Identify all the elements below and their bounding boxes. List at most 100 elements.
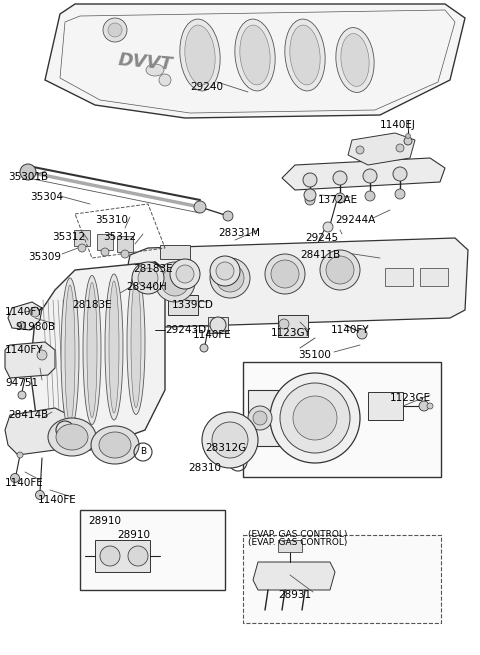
Bar — [278, 315, 308, 337]
Text: B: B — [140, 447, 146, 457]
Bar — [385, 268, 413, 286]
Ellipse shape — [180, 19, 220, 91]
Circle shape — [271, 260, 299, 288]
Text: 28910: 28910 — [88, 516, 121, 526]
Circle shape — [395, 189, 405, 199]
Circle shape — [323, 222, 333, 232]
Text: B: B — [62, 426, 68, 434]
Text: 35310: 35310 — [95, 215, 128, 225]
Ellipse shape — [185, 25, 215, 85]
Circle shape — [128, 546, 148, 566]
Circle shape — [159, 74, 171, 86]
Text: 28310: 28310 — [188, 463, 221, 473]
Text: 1372AE: 1372AE — [318, 195, 358, 205]
Circle shape — [121, 250, 129, 258]
Ellipse shape — [61, 278, 79, 430]
Text: 35100: 35100 — [298, 350, 331, 360]
Circle shape — [365, 191, 375, 201]
Circle shape — [108, 23, 122, 37]
Text: 1140FE: 1140FE — [38, 495, 77, 505]
Circle shape — [320, 250, 360, 290]
Text: 1123GE: 1123GE — [390, 393, 431, 403]
Ellipse shape — [91, 426, 139, 464]
Circle shape — [18, 391, 26, 399]
Ellipse shape — [290, 25, 320, 85]
Ellipse shape — [87, 282, 97, 417]
Circle shape — [202, 412, 258, 468]
Circle shape — [103, 18, 127, 42]
Circle shape — [404, 137, 412, 145]
Circle shape — [419, 401, 429, 411]
Polygon shape — [5, 408, 78, 455]
Text: DVVT: DVVT — [117, 50, 173, 73]
Circle shape — [265, 254, 305, 294]
Bar — [160, 245, 190, 259]
Circle shape — [19, 322, 25, 329]
Bar — [208, 317, 228, 333]
Circle shape — [11, 474, 20, 483]
Text: 28411B: 28411B — [300, 250, 340, 260]
Text: 35301B: 35301B — [8, 172, 48, 182]
Bar — [97, 234, 113, 250]
Circle shape — [212, 422, 248, 458]
Text: 28331M: 28331M — [218, 228, 260, 238]
Text: 1339CD: 1339CD — [172, 300, 214, 310]
Circle shape — [427, 403, 433, 409]
Text: 91980B: 91980B — [15, 322, 55, 332]
Circle shape — [138, 268, 158, 288]
Circle shape — [253, 411, 267, 425]
Text: 29244A: 29244A — [335, 215, 375, 225]
Circle shape — [216, 264, 244, 292]
Circle shape — [293, 396, 337, 440]
Circle shape — [270, 373, 360, 463]
Polygon shape — [282, 158, 445, 190]
Polygon shape — [45, 4, 465, 118]
Bar — [368, 392, 403, 420]
Circle shape — [37, 350, 47, 360]
Ellipse shape — [341, 33, 369, 86]
Text: 1140EJ: 1140EJ — [380, 120, 416, 130]
Circle shape — [326, 256, 354, 284]
Circle shape — [363, 169, 377, 183]
Text: 1123GY: 1123GY — [271, 328, 312, 338]
Circle shape — [303, 173, 317, 187]
Circle shape — [30, 307, 40, 317]
Text: 28312G: 28312G — [205, 443, 246, 453]
Text: 35304: 35304 — [30, 192, 63, 202]
Bar — [95, 540, 150, 572]
Text: 1140FY: 1140FY — [5, 307, 44, 317]
Circle shape — [248, 406, 272, 430]
Polygon shape — [348, 133, 415, 165]
Circle shape — [304, 189, 316, 201]
Circle shape — [216, 262, 234, 280]
Circle shape — [210, 317, 226, 333]
Ellipse shape — [240, 25, 270, 85]
Bar — [117, 236, 133, 252]
Ellipse shape — [235, 19, 275, 91]
Circle shape — [78, 244, 86, 252]
Ellipse shape — [56, 424, 88, 450]
Text: 28414B: 28414B — [8, 410, 48, 420]
Circle shape — [210, 256, 240, 286]
Ellipse shape — [48, 418, 96, 456]
Polygon shape — [118, 238, 468, 328]
Ellipse shape — [99, 432, 131, 458]
Circle shape — [161, 268, 189, 296]
Polygon shape — [253, 562, 335, 590]
Bar — [420, 268, 448, 286]
Text: A: A — [235, 432, 241, 441]
Circle shape — [279, 319, 289, 329]
Circle shape — [100, 546, 120, 566]
Text: 28931: 28931 — [278, 590, 311, 600]
Bar — [243, 535, 441, 623]
Text: 28910: 28910 — [117, 530, 150, 540]
Ellipse shape — [83, 276, 101, 424]
Text: (EVAP. GAS CONTROL): (EVAP. GAS CONTROL) — [248, 538, 348, 547]
Text: 94751: 94751 — [5, 378, 38, 388]
Circle shape — [406, 134, 410, 138]
Circle shape — [132, 262, 164, 294]
Text: 1140FE: 1140FE — [5, 478, 44, 488]
Bar — [278, 540, 302, 552]
Circle shape — [280, 383, 350, 453]
Ellipse shape — [285, 19, 325, 91]
